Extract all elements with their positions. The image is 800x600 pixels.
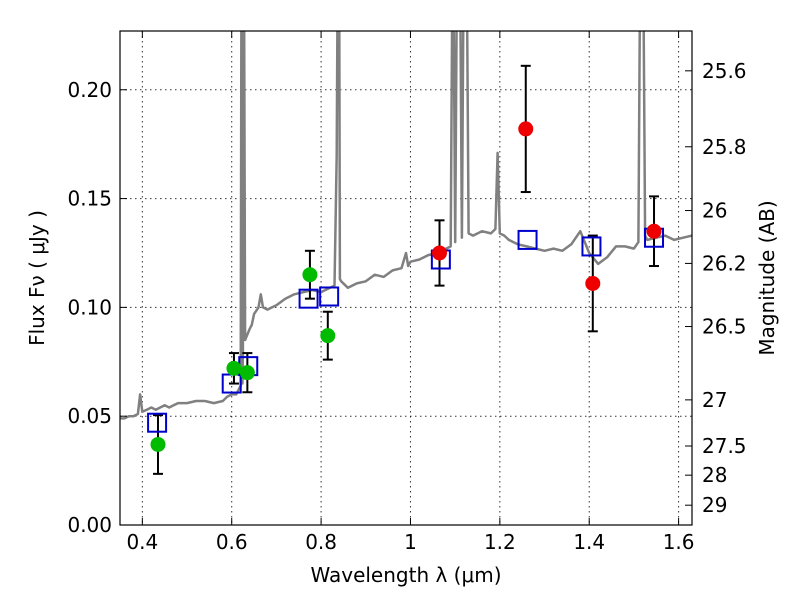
- model-magnitude-square: [147, 412, 168, 433]
- model-magnitude-square: [319, 286, 340, 307]
- y-axis-label: Flux Fν ( μJy ): [25, 210, 49, 346]
- y-right-tick-label: 28: [702, 463, 727, 487]
- observed-flux-point: [646, 223, 662, 239]
- ticks: 0.4 0.6 0.8 1 1.2 1.4 1.6 0.00 0.05 0.10 0.15 0.20 2…: [67, 31, 747, 554]
- observed-flux-point: [226, 360, 242, 376]
- observed-flux-point: [518, 121, 534, 137]
- plot-frame: [119, 30, 693, 526]
- observed-flux-point: [432, 245, 448, 261]
- y-tick-label: 0.10: [67, 295, 112, 319]
- x-tick-label: 0.6: [216, 530, 248, 554]
- y-right-tick-label: 26.2: [702, 251, 747, 275]
- y-tick-label: 0.20: [67, 78, 112, 102]
- y-right-tick-label: 26: [702, 199, 727, 223]
- x-tick-label: 1: [404, 530, 417, 554]
- observed-flux-point: [320, 328, 336, 344]
- x-axis-label: Wavelength λ (μm): [310, 563, 501, 587]
- y-axis-right-label: Magnitude (AB): [755, 200, 779, 355]
- observed-flux-point: [585, 275, 601, 291]
- y-right-tick-label: 25.8: [702, 135, 747, 159]
- x-tick-label: 0.4: [126, 530, 158, 554]
- y-right-tick-label: 26.5: [702, 315, 747, 339]
- model-magnitude-square: [581, 236, 602, 257]
- observed-flux-point: [302, 267, 318, 283]
- y-tick-label: 0.05: [67, 404, 112, 428]
- observed-flux-point: [239, 365, 255, 381]
- x-tick-label: 1.2: [484, 530, 516, 554]
- observed-flux-point: [150, 436, 166, 452]
- model-magnitude-square: [298, 288, 319, 309]
- x-tick-label: 0.8: [305, 530, 337, 554]
- y-right-tick-label: 27.5: [702, 434, 747, 458]
- data-layer: [120, 31, 692, 475]
- y-right-tick-label: 29: [702, 493, 727, 517]
- y-tick-label: 0.15: [67, 187, 112, 211]
- y-right-tick-label: 27: [702, 388, 727, 412]
- model-magnitude-square: [517, 229, 538, 250]
- y-tick-label: 0.00: [67, 513, 112, 537]
- x-tick-label: 1.4: [573, 530, 605, 554]
- x-tick-label: 1.6: [663, 530, 695, 554]
- model-spectrum-line: [120, 31, 692, 420]
- y-right-tick-label: 25.6: [702, 59, 747, 83]
